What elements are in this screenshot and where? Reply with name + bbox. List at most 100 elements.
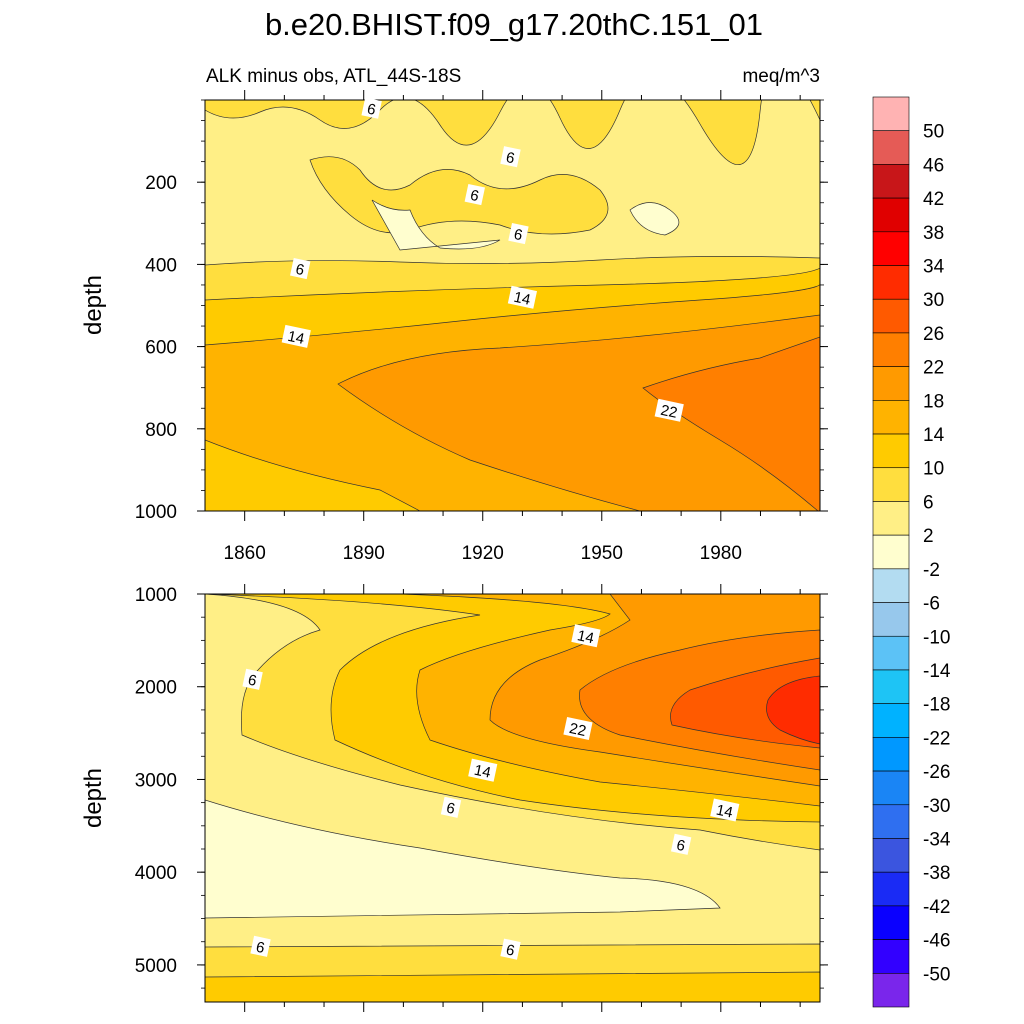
colorbar-label: 42 [923, 189, 944, 210]
contour-label-text: 6 [469, 187, 481, 205]
colorbar-swatch [872, 703, 910, 738]
contour-label-bg [654, 398, 684, 422]
contour-label-bg [468, 758, 498, 782]
contour-label-bg [500, 146, 521, 168]
colorbar-swatch [872, 669, 910, 704]
y-tick-label: 4000 [135, 863, 177, 884]
colorbar-swatch [872, 467, 910, 502]
top-panel-contours [205, 100, 820, 511]
x-tick-label: 1890 [343, 543, 385, 564]
contour-label: 6 [440, 796, 462, 818]
colorbar-swatch [872, 939, 910, 974]
contour-label-text: 6 [246, 672, 258, 690]
colorbar-label: 50 [923, 122, 944, 143]
x-tick-label: 1950 [581, 543, 623, 564]
contour-label: 14 [571, 624, 601, 648]
colorbar-label: 2 [923, 526, 934, 547]
colorbar-swatch [872, 332, 910, 367]
band-10-14-lower [205, 439, 421, 511]
contour-label-text: 14 [512, 289, 532, 309]
x-tick-label: 1860 [224, 543, 266, 564]
contour-label: 6 [464, 183, 485, 206]
contour-label: 6 [500, 146, 521, 168]
band-lightest [205, 799, 721, 919]
contour-label: 6 [500, 938, 521, 960]
colorbar-label: -46 [923, 931, 950, 952]
subtitle-left: ALK minus obs, ATL_44S-18S [206, 66, 461, 87]
colorbar-swatch [872, 804, 910, 839]
contour-label-bg [571, 624, 601, 648]
patch-lightest [371, 199, 501, 251]
colorbar-swatch [872, 298, 910, 334]
subtitle-units: meq/m^3 [742, 66, 820, 87]
contour-label-bg [507, 285, 538, 309]
contour-label-bg [710, 798, 740, 822]
y-axis-label: depth [80, 768, 107, 828]
contour-label-text: 14 [715, 801, 735, 821]
contour-label-bg [500, 938, 521, 960]
colorbar-label: 10 [923, 459, 944, 480]
contour-label: 22 [654, 398, 684, 422]
contour-label-text: 6 [365, 101, 377, 119]
contour-label: 6 [670, 833, 692, 855]
contour-label-text: 14 [576, 627, 596, 647]
band-22-26 [642, 336, 820, 511]
colorbar-swatch [872, 164, 910, 199]
colorbar-swatch [872, 265, 910, 300]
contour-label: 14 [468, 758, 498, 782]
contour-label: 14 [507, 285, 538, 309]
contour-label-bg [464, 183, 485, 206]
colorbar-swatch [872, 905, 910, 940]
colorbar-label: -26 [923, 762, 950, 783]
contour-label-text: 6 [294, 261, 306, 279]
contour-label-bg [281, 324, 311, 348]
patch-small [629, 202, 680, 236]
contour-label: 6 [250, 935, 271, 957]
bottom-panel-frame [204, 593, 821, 1003]
contour-label-text: 6 [675, 837, 687, 855]
contour-label: 6 [508, 223, 529, 245]
contour-label: 14 [710, 798, 740, 822]
chart-title: b.e20.BHIST.f09_g17.20thC.151_01 [265, 7, 763, 42]
y-tick-label: 1000 [135, 502, 177, 523]
contour-label: 6 [290, 257, 311, 279]
colorbar-label: 26 [923, 324, 944, 345]
colorbar-label: 6 [923, 492, 934, 513]
colorbar-swatch [872, 838, 910, 873]
colorbar-label: 14 [923, 425, 945, 446]
contour-label-text: 6 [512, 226, 524, 244]
colorbar-label: 34 [923, 257, 945, 278]
contour-label-text: 14 [473, 762, 493, 782]
surface-band [205, 100, 820, 166]
x-tick-label: 1980 [700, 543, 742, 564]
contour-label-text: 6 [504, 941, 516, 959]
colorbar-label: 22 [923, 358, 944, 379]
contour-label-text: 22 [659, 402, 679, 422]
y-tick-label: 3000 [135, 770, 177, 791]
colorbar-label: -18 [923, 695, 950, 716]
colorbar-label: 38 [923, 223, 944, 244]
colorbar-swatch [872, 400, 910, 435]
contour-label-text: 14 [286, 328, 306, 348]
colorbar-label: -2 [923, 560, 940, 581]
colorbar-label: 30 [923, 290, 944, 311]
contour-label-bg [440, 796, 462, 818]
colorbar-swatch [872, 130, 910, 165]
contour-label-bg [242, 668, 263, 690]
contour-label-bg [508, 223, 529, 245]
colorbar-label: -50 [923, 964, 950, 985]
colorbar-label: -14 [923, 661, 951, 682]
colorbar-label: -30 [923, 796, 950, 817]
colorbar-swatch [872, 501, 910, 536]
colorbar-swatch [872, 197, 910, 233]
colorbar-label: -22 [923, 728, 950, 749]
colorbar-label: 46 [923, 155, 944, 176]
contour-label-text: 22 [568, 720, 588, 740]
colorbar-swatch [872, 972, 910, 1008]
contour-label: 14 [281, 324, 311, 348]
top-panel: 200 400 600 800 1000 1860 1890 1920 1950 1980 dept… [80, 90, 828, 564]
contour-label: 22 [563, 716, 593, 740]
colorbar-swatch [872, 635, 910, 671]
colorbar-swatch [872, 231, 910, 266]
